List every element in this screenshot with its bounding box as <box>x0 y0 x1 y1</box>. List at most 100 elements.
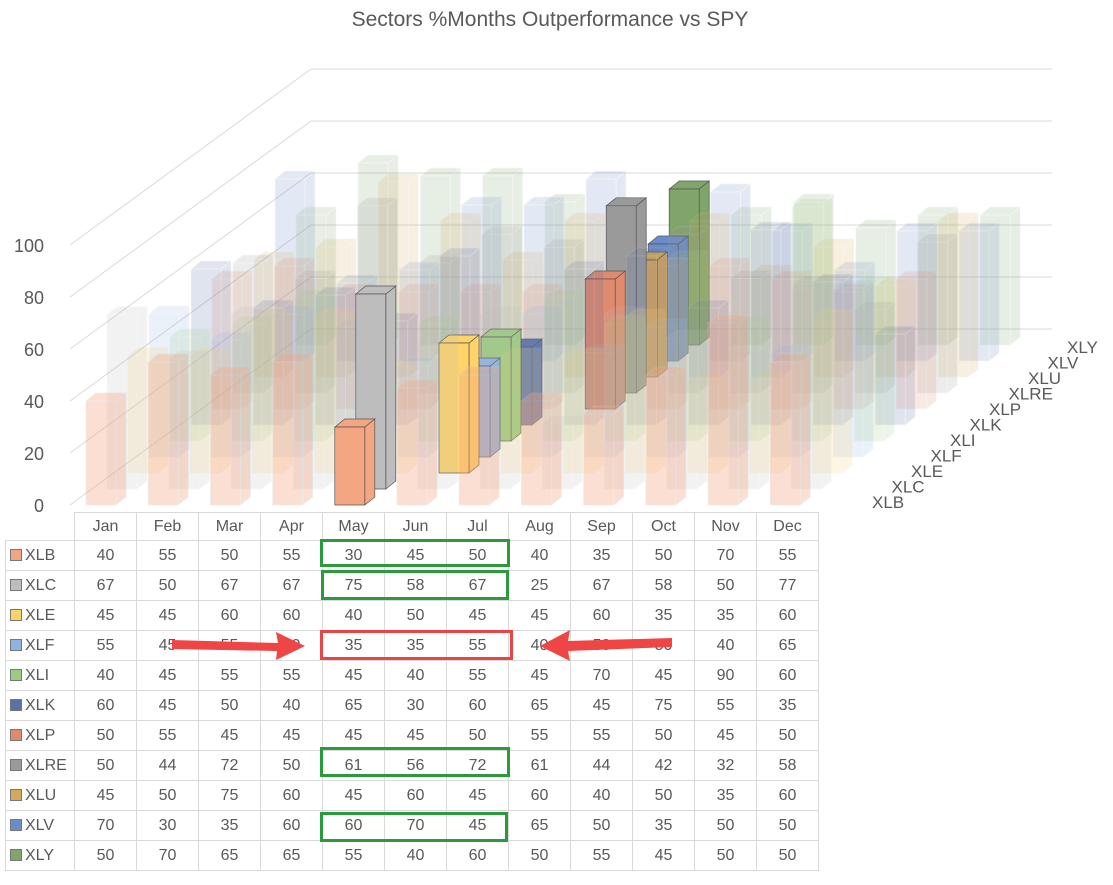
legend-entry: XLU <box>5 780 75 811</box>
legend-entry: XLK <box>5 690 75 721</box>
data-label: 45 <box>74 600 137 631</box>
data-label: 45 <box>136 600 199 631</box>
x-tick-label: Feb <box>136 512 199 541</box>
data-label: 45 <box>198 720 261 751</box>
bar-XLF-Jan <box>148 305 190 458</box>
bar-XLY-Dec <box>979 206 1022 346</box>
bar-XLE-Jan <box>127 347 169 474</box>
bar-XLC-Dec <box>790 280 833 490</box>
data-label: 40 <box>508 540 571 571</box>
data-label: 50 <box>198 540 261 571</box>
gridline-side <box>69 224 312 402</box>
bar-XLB-Feb <box>147 353 190 506</box>
legend-entry: XLY <box>5 840 75 871</box>
bar-XLB-Aug <box>520 392 563 506</box>
data-label: 55 <box>570 720 633 751</box>
bar-XLC-Sep <box>603 306 646 490</box>
data-label: 30 <box>136 810 199 841</box>
highlight-box-xlb <box>320 539 510 567</box>
series-depth-label: XLE <box>911 462 943 481</box>
series-depth-label: XLU <box>1028 369 1061 388</box>
bar-XLB-Oct <box>644 366 687 506</box>
data-label: 50 <box>136 780 199 811</box>
data-label: 40 <box>260 690 323 721</box>
data-label: 44 <box>136 750 199 781</box>
series-depth-label: XLB <box>872 493 904 512</box>
data-label: 55 <box>508 720 571 751</box>
bar-XLU-Oct <box>812 238 855 378</box>
bar-XLI-Mar <box>293 289 336 442</box>
bar-XLF-Oct <box>707 318 750 458</box>
bar-XLC-Nov <box>728 350 770 490</box>
bar-XLRE-Sep <box>729 269 772 394</box>
bar-XLB-Jun <box>396 379 438 506</box>
data-label: 50 <box>384 600 447 631</box>
table-row: XLB 40 55 50 55 30 45 50 40 35 50 70 55 <box>5 540 819 571</box>
bar-XLF-Mar <box>272 305 315 458</box>
bar-XLP-Aug <box>646 257 689 410</box>
data-label: 50 <box>694 840 757 871</box>
data-label: 67 <box>570 570 633 601</box>
bar-XLC-Jan <box>106 306 148 490</box>
bar-XLE-Sep <box>624 308 667 474</box>
table-row: XLY 50 70 65 65 55 40 60 50 55 45 50 50 <box>5 840 819 871</box>
data-label: 35 <box>694 780 757 811</box>
bar-XLU-Sep <box>750 264 793 378</box>
series-depth-label: XLK <box>970 416 1003 435</box>
bar-XLP-Jul <box>584 270 627 410</box>
data-label: 55 <box>198 630 261 661</box>
data-label: 45 <box>74 780 137 811</box>
legend-entry: XLC <box>5 570 75 601</box>
table-row: XLI 40 45 55 55 45 40 55 45 70 45 90 60 <box>5 660 819 691</box>
data-label: 50 <box>74 840 137 871</box>
legend-swatch <box>10 788 22 801</box>
bar-XLB-Apr <box>271 353 314 506</box>
bar-XLC-Apr <box>292 306 335 490</box>
data-label: 60 <box>260 810 323 841</box>
bar-XLV-Sep <box>771 222 814 362</box>
data-label: 65 <box>260 840 323 871</box>
bar-XLY-Oct <box>854 219 897 346</box>
bar-XLRE-Oct <box>791 275 834 394</box>
bar-XLI-Sep <box>666 250 709 442</box>
data-label: 67 <box>260 570 323 601</box>
bar-XLV-May <box>522 196 565 362</box>
data-label: 35 <box>694 600 757 631</box>
bar-XLC-Jun <box>417 329 459 490</box>
data-label: 50 <box>260 630 323 661</box>
bar-XLP-Nov <box>833 283 875 410</box>
data-label: 70 <box>136 840 199 871</box>
x-tick-label: Sep <box>570 512 633 541</box>
data-label: 65 <box>508 690 571 721</box>
bar-XLV-Dec <box>958 222 1001 362</box>
bar-XLK-Jan <box>190 260 232 426</box>
bar-XLK-Aug <box>625 247 668 426</box>
x-tick-label: Dec <box>756 512 819 541</box>
legend-entry: XLE <box>5 600 75 631</box>
bar-XLE-Feb <box>189 347 232 474</box>
bar-XLF-Aug <box>583 344 626 458</box>
table-row: XLE 45 45 60 60 40 50 45 45 60 35 35 60 <box>5 600 819 631</box>
data-label: 65 <box>198 840 261 871</box>
table-header-row: Jan Feb Mar Apr May Jun Jul Aug Sep Oct Nov Dec <box>5 512 819 541</box>
data-label: 67 <box>74 570 137 601</box>
bar-XLF-Dec <box>832 279 875 458</box>
legend-entry: XLI <box>5 660 75 691</box>
bar-XLRE-Nov <box>854 301 896 394</box>
data-label: 50 <box>632 780 695 811</box>
data-label: 45 <box>136 660 199 691</box>
data-label: 55 <box>136 720 199 751</box>
legend-entry: XLRE <box>5 750 75 781</box>
bar-XLI-Jan <box>169 328 211 442</box>
x-tick-label: Aug <box>508 512 571 541</box>
data-label: 45 <box>446 600 509 631</box>
bar-XLP-Apr <box>397 283 440 410</box>
bar-XLV-Aug <box>709 183 752 362</box>
bar-XLE-Jul <box>500 347 543 474</box>
data-label: 40 <box>508 630 571 661</box>
data-label: 40 <box>570 780 633 811</box>
legend-swatch <box>10 818 22 831</box>
gridline-side <box>69 120 312 298</box>
data-label: 90 <box>694 660 757 691</box>
series-depth-label: XLP <box>989 400 1021 419</box>
